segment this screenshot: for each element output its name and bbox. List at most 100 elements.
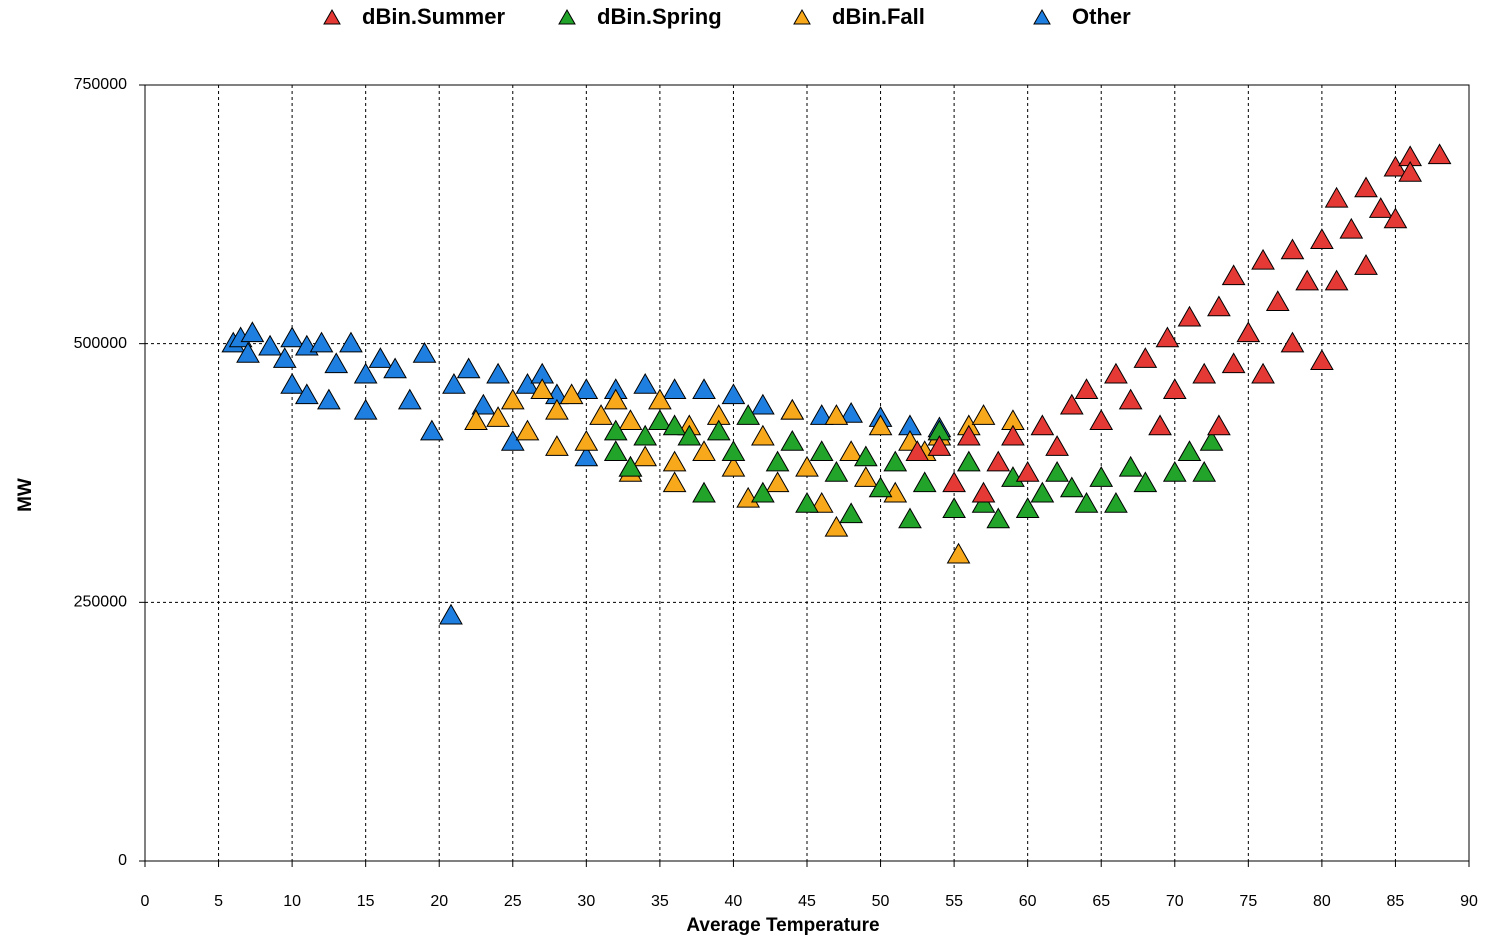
point <box>971 492 996 513</box>
point <box>574 429 599 451</box>
legend-marker <box>558 8 576 25</box>
point <box>603 419 628 441</box>
point <box>662 471 687 493</box>
point <box>368 347 393 368</box>
point <box>486 362 510 384</box>
point <box>795 455 819 477</box>
point <box>853 445 878 467</box>
x-tick-label: 35 <box>651 893 669 910</box>
point <box>942 471 966 493</box>
point <box>280 326 304 348</box>
point <box>1059 393 1084 415</box>
point <box>280 373 304 394</box>
point <box>751 393 775 415</box>
point <box>574 445 599 467</box>
point <box>1339 217 1364 239</box>
point <box>927 435 952 456</box>
point <box>824 515 849 537</box>
point <box>692 378 716 399</box>
point <box>412 342 437 363</box>
point <box>765 471 790 493</box>
point <box>1265 290 1290 312</box>
point <box>662 378 687 399</box>
point <box>515 419 540 441</box>
x-tick-label: 15 <box>357 893 375 910</box>
y-tick-label: 0 <box>118 852 127 869</box>
x-tick-label: 75 <box>1239 893 1257 910</box>
y-axis-label: MW <box>15 478 36 512</box>
x-tick-label: 45 <box>798 893 816 910</box>
point <box>1383 155 1408 177</box>
point <box>986 450 1011 472</box>
point <box>309 331 334 353</box>
point <box>1074 378 1099 399</box>
point <box>736 404 761 425</box>
point <box>633 373 658 394</box>
point <box>420 419 444 441</box>
point <box>751 424 775 446</box>
point <box>1133 347 1158 368</box>
point <box>500 388 525 410</box>
point <box>853 466 878 487</box>
x-tick-label: 80 <box>1313 893 1331 910</box>
point <box>1133 471 1158 493</box>
point <box>648 409 672 431</box>
point <box>618 455 643 477</box>
point <box>1398 160 1423 182</box>
point <box>1280 238 1305 260</box>
point <box>1155 326 1180 348</box>
x-tick-label: 30 <box>577 893 595 910</box>
point <box>1192 460 1217 482</box>
point <box>603 388 628 410</box>
x-tick-label: 65 <box>1092 893 1110 910</box>
point <box>1295 269 1320 291</box>
legend-marker <box>1033 8 1051 25</box>
point <box>1207 414 1231 436</box>
series <box>603 404 1224 529</box>
point <box>1251 362 1275 384</box>
point <box>1236 321 1261 343</box>
point <box>780 398 805 420</box>
point <box>1221 352 1246 374</box>
x-tick-label: 10 <box>283 893 301 910</box>
point <box>971 404 996 425</box>
point <box>1045 460 1069 482</box>
point <box>1310 349 1334 371</box>
point <box>530 378 555 399</box>
point <box>662 414 687 436</box>
point <box>456 357 481 379</box>
point <box>648 388 672 410</box>
point <box>574 378 599 399</box>
series <box>905 143 1452 503</box>
y-tick-label: 500000 <box>74 335 127 352</box>
point <box>397 388 422 410</box>
x-tick-label: 70 <box>1166 893 1184 910</box>
point <box>383 357 407 379</box>
legend-marker <box>323 8 341 25</box>
y-tick-label: 750000 <box>74 76 127 93</box>
point <box>353 398 378 420</box>
x-tick-label: 50 <box>872 893 890 910</box>
point <box>324 352 349 374</box>
point <box>240 321 265 343</box>
point <box>1427 143 1452 165</box>
point <box>1074 492 1099 513</box>
point <box>868 414 893 436</box>
point <box>1354 254 1378 275</box>
point <box>956 450 981 472</box>
point <box>946 542 971 564</box>
point <box>942 497 966 518</box>
point <box>721 383 746 405</box>
point <box>294 383 319 405</box>
point <box>236 342 260 363</box>
point <box>839 402 863 423</box>
point <box>721 440 746 462</box>
point <box>839 440 863 462</box>
point <box>1199 429 1224 451</box>
point <box>765 450 790 472</box>
point <box>442 373 466 394</box>
point <box>339 331 363 353</box>
point <box>662 450 687 472</box>
point <box>986 507 1011 529</box>
